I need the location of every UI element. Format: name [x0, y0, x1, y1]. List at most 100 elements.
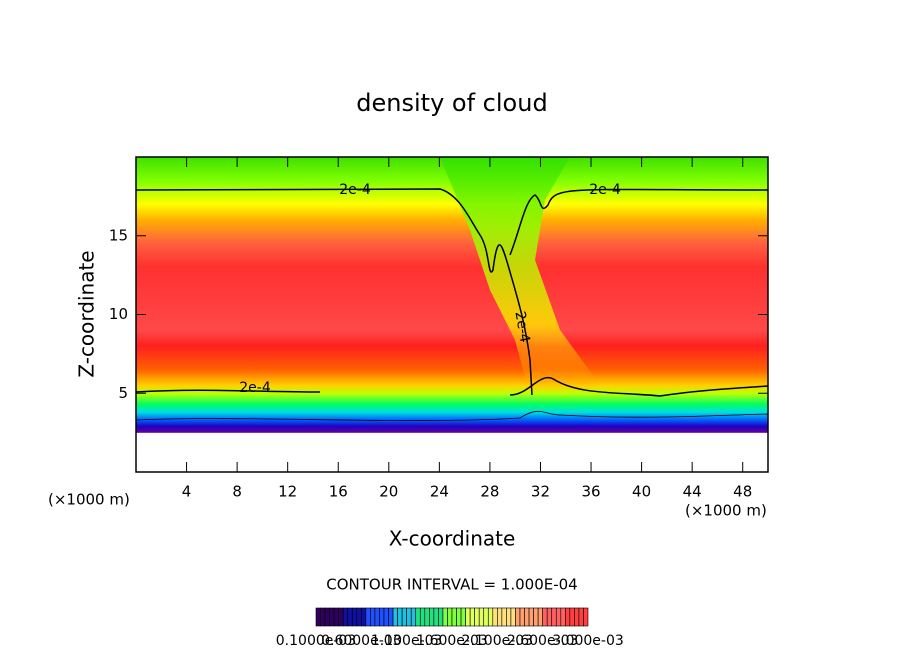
colorbar-cell: [501, 607, 507, 627]
colorbar-cell: [465, 607, 471, 627]
x-tick-label: 40: [632, 483, 651, 501]
contour-info: CONTOUR INTERVAL = 1.000E-04: [326, 576, 577, 594]
colorbar-cell: [370, 607, 376, 627]
colorbar-cell: [456, 607, 462, 627]
contour-label: 2e-4: [589, 182, 621, 198]
colorbar-label: 1.100e-03: [371, 633, 443, 649]
colorbar-cell: [379, 607, 385, 627]
x-tick-label: 36: [581, 483, 600, 501]
colorbar-cell: [406, 607, 412, 627]
colorbar-cell: [374, 607, 380, 627]
colorbar-cell: [433, 607, 439, 627]
colorbar-cell: [438, 607, 444, 627]
colorbar-cell: [497, 607, 503, 627]
y-tick-label: 15: [109, 226, 128, 244]
colorbar-label: 1.600e-03: [416, 633, 488, 649]
colorbar-cell: [537, 607, 543, 627]
x-tick-label: 48: [733, 483, 752, 501]
colorbar-cell: [338, 607, 344, 627]
colorbar-cell: [569, 607, 575, 627]
colorbar-cell: [320, 607, 326, 627]
colorbar-cell: [460, 607, 466, 627]
colorbar-cell: [510, 607, 516, 627]
chart-title: density of cloud: [356, 89, 547, 117]
colorbar-cell: [383, 607, 389, 627]
colorbar-cell: [333, 607, 339, 627]
colorbar-cell: [447, 607, 453, 627]
colorbar-cell: [329, 607, 335, 627]
x-tick-label: 28: [480, 483, 499, 501]
colorbar-cell: [487, 607, 494, 627]
colorbar-label: 3.000e-03: [552, 633, 624, 649]
colorbar-cell: [483, 607, 489, 627]
colorbar-cell: [351, 607, 358, 627]
colorbar-cell: [478, 607, 485, 627]
colorbar-cell: [492, 607, 498, 627]
x-tick-label: 4: [182, 483, 192, 501]
field: [136, 157, 768, 472]
colorbar: 0.1000e-030.6000e-031.100e-031.600e-032.…: [276, 607, 624, 649]
x-tick-label: 44: [683, 483, 702, 501]
contour-label: 2e-4: [511, 310, 532, 344]
colorbar-cell: [474, 607, 480, 627]
y-tick-label: 5: [118, 384, 128, 402]
colorbar-cell: [410, 607, 417, 627]
colorbar-cell: [356, 607, 362, 627]
colorbar-label: 2.600e-03: [507, 633, 579, 649]
contour-label: 2e-4: [339, 182, 371, 198]
colorbar-cell: [578, 607, 584, 627]
colorbar-cell: [365, 607, 371, 627]
colorbar-cell: [533, 607, 539, 627]
colorbar-cell: [546, 607, 553, 627]
colorbar-cell: [519, 607, 525, 627]
colorbar-cell: [347, 607, 353, 627]
colorbar-cell: [424, 607, 430, 627]
contour-line: [135, 410, 769, 421]
colorbar-cell: [515, 607, 521, 627]
y-unit: (×1000 m): [48, 491, 130, 509]
colorbar-cell: [524, 607, 530, 627]
x-tick-label: 24: [430, 483, 449, 501]
x-unit: (×1000 m): [685, 502, 767, 520]
colorbar-cell: [506, 607, 512, 627]
colorbar-cell: [419, 607, 426, 627]
x-tick-label: 8: [232, 483, 242, 501]
colorbar-label: 0.6000e-03: [321, 633, 401, 649]
x-tick-label: 16: [329, 483, 348, 501]
colorbar-cell: [574, 607, 580, 627]
y-axis-label: Z-coordinate: [75, 250, 99, 377]
x-tick-label: 32: [531, 483, 550, 501]
colorbar-cell: [469, 607, 475, 627]
contour-line: [135, 377, 769, 397]
colorbar-cell: [542, 607, 548, 627]
x-tick-label: 12: [278, 483, 297, 501]
colorbar-cell: [397, 607, 403, 627]
contour-line: [135, 188, 769, 396]
colorbar-cell: [315, 607, 321, 627]
y-tick-label: 10: [109, 305, 128, 323]
x-axis-label: X-coordinate: [389, 527, 516, 551]
colorbar-cell: [555, 607, 562, 627]
colorbar-cell: [429, 607, 435, 627]
colorbar-cell: [401, 607, 407, 627]
colorbar-label: 2.100e-03: [462, 633, 534, 649]
colorbar-cell: [361, 607, 367, 627]
colorbar-cell: [583, 607, 589, 627]
colorbar-label: 0.1000e-03: [276, 633, 356, 649]
colorbar-cell: [565, 607, 571, 627]
x-tick-label: 20: [379, 483, 398, 501]
colorbar-cell: [451, 607, 457, 627]
colorbar-cell: [551, 607, 557, 627]
contour-label: 2e-4: [239, 380, 271, 396]
colorbar-cell: [560, 607, 566, 627]
colorbar-cell: [324, 607, 330, 627]
colorbar-cell: [442, 607, 448, 627]
colorbar-cell: [415, 607, 421, 627]
plot-area: [135, 156, 769, 473]
plume: [440, 157, 600, 395]
colorbar-cell: [528, 607, 534, 627]
colorbar-cell: [342, 607, 349, 627]
colorbar-cell: [388, 607, 394, 627]
colorbar-cell: [392, 607, 398, 627]
